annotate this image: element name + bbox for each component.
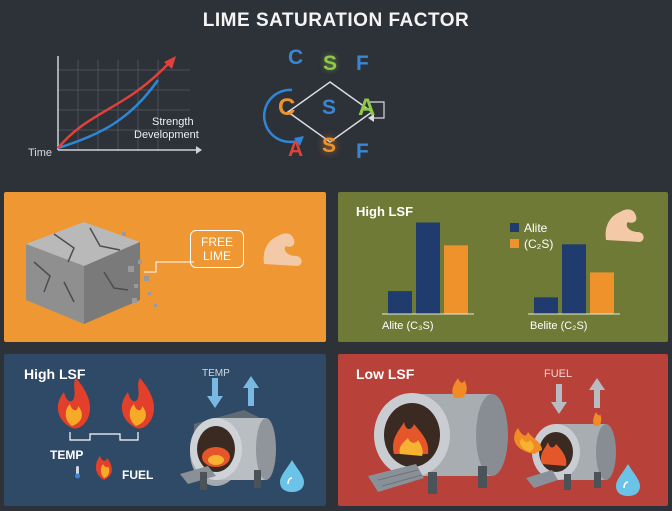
strength-development-graphic — [57, 56, 202, 154]
letter-cycle-graphic — [262, 81, 385, 146]
water-drop-icon — [616, 464, 640, 496]
letter-a-bottom: A — [288, 138, 304, 161]
up-arrow-icon — [243, 376, 259, 406]
kiln-icon — [180, 410, 276, 490]
letter-f-top: F — [356, 52, 369, 75]
legend-swatch-c2s — [510, 239, 519, 248]
fuel-label: FUEL — [122, 468, 154, 482]
kiln-icon — [526, 412, 616, 490]
low-lsf-graphics — [368, 378, 640, 496]
letter-c-top: C — [288, 46, 304, 69]
development-label: Development — [134, 129, 199, 141]
circular-arrow — [262, 88, 301, 144]
bar-alite — [562, 244, 586, 314]
letter-c-middle: C — [278, 94, 296, 121]
group-label-belite: Belite (C₂S) — [530, 320, 588, 332]
flame-icon — [57, 378, 91, 429]
flexed-arm-icon — [263, 233, 302, 266]
bar-c2s — [444, 245, 468, 314]
low-lsf-panel: Low LSF — [338, 354, 668, 506]
flexed-arm-icon — [605, 209, 644, 242]
high-lsf-chart-panel: High LSF Alite (C₂S) Alite (C₃S) Belite … — [338, 192, 668, 342]
letter-s-middle: S — [322, 96, 337, 119]
low-lsf-title: Low LSF — [356, 366, 415, 382]
high-lsf-graphics — [57, 376, 304, 492]
high-lsf-chart-title: High LSF — [356, 204, 414, 219]
bar-alite — [534, 297, 558, 314]
down-arrow-icon — [551, 384, 567, 414]
free-lime-panel: FREE LIME — [4, 192, 326, 342]
page-title: LIME SATURATION FACTOR — [202, 10, 470, 31]
group-label-alite: Alite (C₃S) — [382, 320, 434, 332]
strength-label: Strength — [152, 116, 194, 128]
letter-a-middle: A — [358, 94, 376, 121]
thermometer-icon — [75, 466, 80, 479]
high-lsf-kiln-panel: High LSF — [4, 354, 326, 506]
red-arrowhead — [164, 56, 176, 69]
free-lime-label-line2: LIME — [202, 249, 231, 263]
flame-icon — [121, 378, 155, 429]
temp-label-top: TEMP — [202, 368, 230, 379]
up-arrow-icon — [589, 378, 605, 408]
legend-swatch-alite — [510, 223, 519, 232]
temp-label: TEMP — [50, 448, 84, 462]
time-axis-label: Time — [28, 147, 53, 159]
letter-s-bottom: S — [322, 134, 337, 157]
bar-alite — [388, 291, 412, 314]
legend-alite: Alite — [524, 221, 548, 235]
blue-strength-curve — [57, 79, 160, 150]
bar-c2s — [590, 272, 614, 314]
letter-f-bottom: F — [356, 140, 369, 163]
cracked-block-icon — [26, 222, 194, 324]
legend-c2s: (C₂S) — [524, 237, 554, 251]
alite-belite-bar-chart — [382, 222, 620, 315]
diamond-outline — [286, 81, 374, 143]
down-arrow-icon — [207, 378, 223, 408]
water-drop-icon — [280, 460, 304, 492]
red-strength-curve — [57, 61, 171, 149]
free-lime-label-line1: FREE — [200, 235, 233, 249]
free-lime-box — [190, 230, 244, 268]
high-lsf-kiln-title: High LSF — [24, 366, 86, 382]
fuel-label-low: FUEL — [544, 368, 573, 380]
flame-icon — [514, 428, 542, 454]
flame-icon — [95, 456, 112, 480]
letter-s-top: S — [323, 52, 338, 75]
kiln-icon — [368, 378, 508, 494]
bar-alite — [416, 222, 440, 314]
